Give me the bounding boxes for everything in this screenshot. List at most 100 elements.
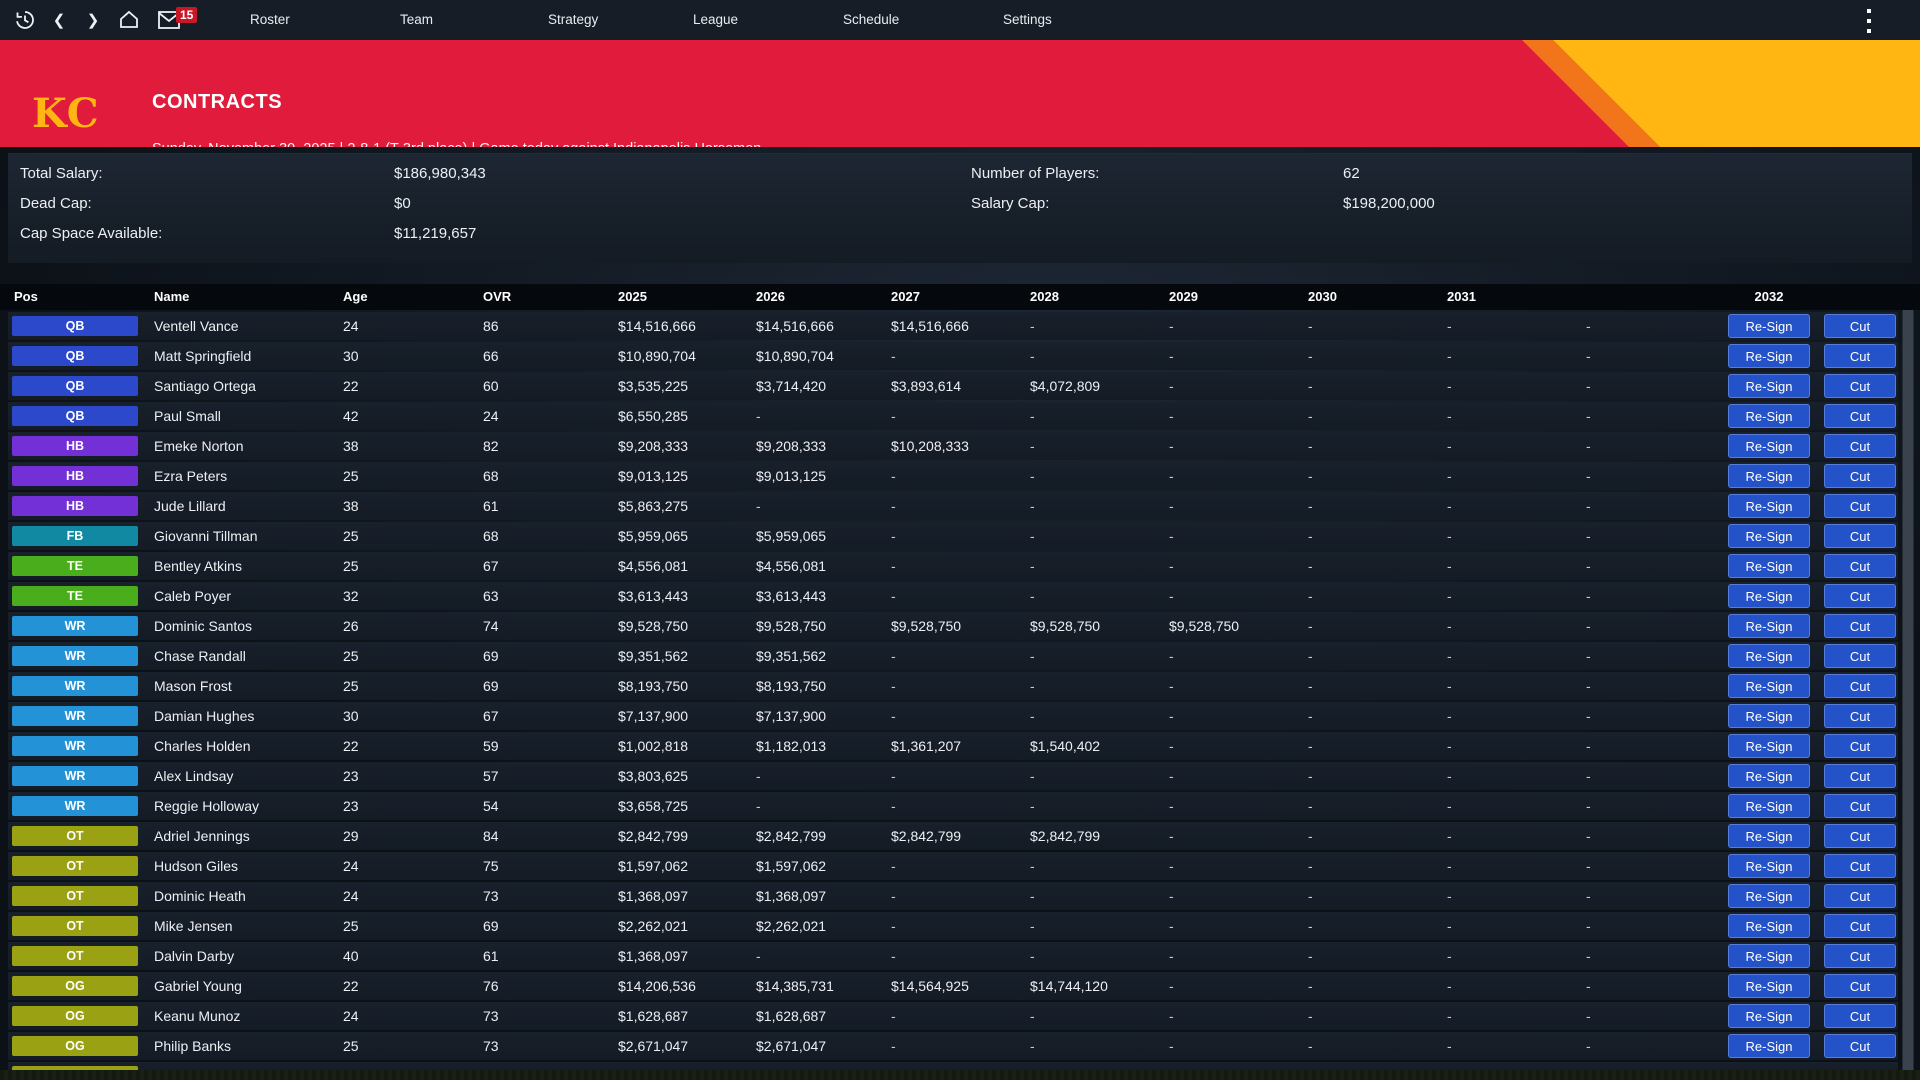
salary-2027: - — [891, 408, 896, 424]
forward-icon[interactable]: ❯ — [86, 12, 100, 29]
cut-button[interactable]: Cut — [1824, 614, 1896, 638]
resign-button[interactable]: Re-Sign — [1728, 554, 1810, 578]
resign-button[interactable]: Re-Sign — [1728, 884, 1810, 908]
salary-2025: $1,597,062 — [618, 858, 689, 874]
cut-button[interactable]: Cut — [1824, 704, 1896, 728]
resign-button[interactable]: Re-Sign — [1728, 734, 1810, 758]
cut-button[interactable]: Cut — [1824, 584, 1896, 608]
resign-button[interactable]: Re-Sign — [1728, 614, 1810, 638]
resign-button[interactable]: Re-Sign — [1728, 374, 1810, 398]
cut-button[interactable]: Cut — [1824, 524, 1896, 548]
player-ovr: 61 — [483, 498, 499, 514]
salary-2027: - — [891, 588, 896, 604]
cut-button[interactable]: Cut — [1824, 1004, 1896, 1028]
cut-button[interactable]: Cut — [1824, 494, 1896, 518]
salary-2032: - — [1586, 1038, 1591, 1054]
pos-badge: OT — [12, 916, 138, 936]
salary-2032: - — [1586, 708, 1591, 724]
salary-2032: - — [1586, 468, 1591, 484]
cut-button[interactable]: Cut — [1824, 734, 1896, 758]
resign-button[interactable]: Re-Sign — [1728, 914, 1810, 938]
cut-button[interactable]: Cut — [1824, 404, 1896, 428]
banner-stripe-decoration — [1522, 40, 1920, 147]
salary-2030: - — [1308, 708, 1313, 724]
salary-2031: - — [1447, 888, 1452, 904]
overflow-menu-icon[interactable] — [1860, 9, 1878, 33]
player-name: Santiago Ortega — [154, 378, 256, 394]
player-age: 25 — [343, 648, 359, 664]
cut-button[interactable]: Cut — [1824, 944, 1896, 968]
scrollbar-thumb[interactable] — [1903, 284, 1913, 1080]
salary-2028: - — [1030, 318, 1035, 334]
cap-summary-panel: Total Salary: $186,980,343 Dead Cap: $0 … — [8, 153, 1912, 263]
salary-2029: - — [1169, 948, 1174, 964]
cut-button[interactable]: Cut — [1824, 644, 1896, 668]
cap-space-value: $11,219,657 — [394, 225, 477, 242]
salary-2032: - — [1586, 588, 1591, 604]
resign-button[interactable]: Re-Sign — [1728, 464, 1810, 488]
resign-button[interactable]: Re-Sign — [1728, 404, 1810, 428]
salary-2027: $14,516,666 — [891, 318, 969, 334]
player-ovr: 24 — [483, 408, 499, 424]
salary-2026: - — [756, 498, 761, 514]
salary-2025: $9,351,562 — [618, 648, 689, 664]
nav-item-team[interactable]: Team — [400, 12, 434, 27]
cut-button[interactable]: Cut — [1824, 764, 1896, 788]
nav-item-league[interactable]: League — [693, 12, 739, 27]
resign-button[interactable]: Re-Sign — [1728, 794, 1810, 818]
col-header-2026: 2026 — [756, 289, 785, 304]
pos-badge: OG — [12, 1036, 138, 1056]
nav-item-roster[interactable]: Roster — [250, 12, 290, 27]
resign-button[interactable]: Re-Sign — [1728, 584, 1810, 608]
cut-button[interactable]: Cut — [1824, 314, 1896, 338]
back-icon[interactable]: ❮ — [52, 12, 66, 29]
resign-button[interactable]: Re-Sign — [1728, 854, 1810, 878]
resign-button[interactable]: Re-Sign — [1728, 704, 1810, 728]
salary-2029: - — [1169, 648, 1174, 664]
cut-button[interactable]: Cut — [1824, 824, 1896, 848]
history-icon[interactable] — [8, 0, 42, 40]
cut-button[interactable]: Cut — [1824, 884, 1896, 908]
home-icon[interactable] — [114, 0, 144, 40]
cut-button[interactable]: Cut — [1824, 794, 1896, 818]
salary-2028: - — [1030, 558, 1035, 574]
resign-button[interactable]: Re-Sign — [1728, 944, 1810, 968]
resign-button[interactable]: Re-Sign — [1728, 434, 1810, 458]
table-scrollbar[interactable] — [1902, 284, 1914, 1080]
cut-button[interactable]: Cut — [1824, 434, 1896, 458]
cut-button[interactable]: Cut — [1824, 1034, 1896, 1058]
cut-button[interactable]: Cut — [1824, 464, 1896, 488]
salary-2028: - — [1030, 768, 1035, 784]
resign-button[interactable]: Re-Sign — [1728, 314, 1810, 338]
cut-button[interactable]: Cut — [1824, 674, 1896, 698]
salary-2025: $1,628,687 — [618, 1008, 689, 1024]
resign-button[interactable]: Re-Sign — [1728, 824, 1810, 848]
salary-2026: - — [756, 948, 761, 964]
cut-button[interactable]: Cut — [1824, 554, 1896, 578]
salary-2027: $9,528,750 — [891, 618, 962, 634]
cut-button[interactable]: Cut — [1824, 854, 1896, 878]
player-age: 25 — [343, 678, 359, 694]
resign-button[interactable]: Re-Sign — [1728, 974, 1810, 998]
resign-button[interactable]: Re-Sign — [1728, 1004, 1810, 1028]
nav-item-settings[interactable]: Settings — [1003, 12, 1052, 27]
player-ovr: 86 — [483, 318, 499, 334]
pos-badge: WR — [12, 646, 138, 666]
cut-button[interactable]: Cut — [1824, 914, 1896, 938]
nav-item-schedule[interactable]: Schedule — [843, 12, 900, 27]
resign-button[interactable]: Re-Sign — [1728, 494, 1810, 518]
salary-2029: $9,528,750 — [1169, 618, 1240, 634]
table-row: QB Matt Springfield 30 66 $10,890,704 $10,890… — [8, 342, 1898, 370]
resign-button[interactable]: Re-Sign — [1728, 344, 1810, 368]
cut-button[interactable]: Cut — [1824, 974, 1896, 998]
resign-button[interactable]: Re-Sign — [1728, 764, 1810, 788]
nav-item-strategy[interactable]: Strategy — [548, 12, 599, 27]
cut-button[interactable]: Cut — [1824, 344, 1896, 368]
resign-button[interactable]: Re-Sign — [1728, 674, 1810, 698]
salary-2030: - — [1308, 738, 1313, 754]
cut-button[interactable]: Cut — [1824, 374, 1896, 398]
resign-button[interactable]: Re-Sign — [1728, 1034, 1810, 1058]
resign-button[interactable]: Re-Sign — [1728, 644, 1810, 668]
col-header-2030: 2030 — [1308, 289, 1337, 304]
resign-button[interactable]: Re-Sign — [1728, 524, 1810, 548]
